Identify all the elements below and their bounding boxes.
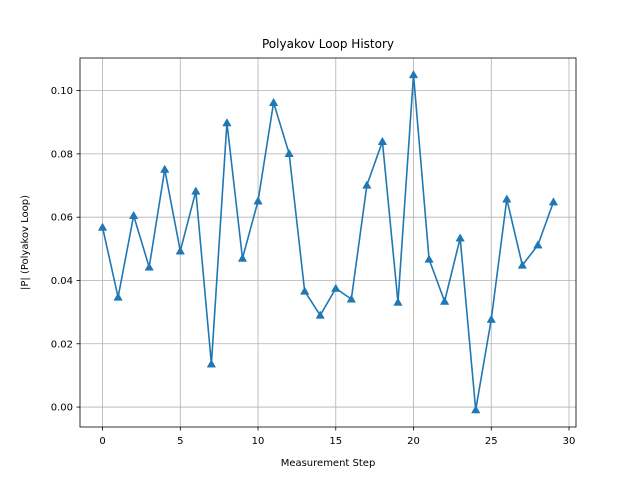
x-tick-label: 0: [99, 436, 105, 447]
series-line: [101, 73, 555, 411]
data-point-marker: [191, 186, 201, 195]
data-point-marker: [331, 283, 341, 292]
data-point-marker: [439, 296, 450, 305]
data-point-marker: [222, 118, 232, 127]
data-point-marker: [517, 260, 527, 269]
data-point-marker: [471, 405, 481, 414]
data-point-marker: [97, 222, 108, 231]
plot-frame: [79, 57, 577, 428]
y-tick-label: 0.00: [51, 403, 73, 414]
data-point-marker: [533, 240, 543, 249]
data-point-marker: [315, 310, 325, 319]
data-point-marker: [113, 292, 123, 301]
axis-ticks: 0 5 10 15 20 25 30 0.00 0.02 0.04 0.06 0.08 0.10: [51, 86, 576, 447]
x-tick-label: 25: [485, 436, 498, 447]
x-tick-label: 30: [563, 436, 576, 447]
data-point-marker: [300, 286, 310, 295]
x-tick-label: 15: [329, 436, 342, 447]
data-point-marker: [502, 194, 512, 203]
y-tick-label: 0.08: [51, 149, 73, 160]
y-tick-label: 0.02: [51, 339, 73, 350]
data-point-marker: [175, 246, 185, 255]
data-point-marker: [377, 136, 388, 145]
data-point-marker: [237, 253, 248, 262]
data-point-marker: [144, 262, 154, 271]
y-axis-label: |P| (Polyakov Loop): [20, 195, 31, 290]
data-point-marker: [393, 297, 403, 306]
data-point-marker: [160, 164, 170, 173]
y-tick-label: 0.06: [51, 213, 73, 224]
data-point-marker: [206, 359, 217, 368]
series-polyakov-loop: [97, 70, 559, 414]
grid: [80, 58, 576, 427]
data-point-marker: [268, 97, 279, 107]
data-point-marker: [486, 314, 496, 323]
data-point-marker: [346, 294, 356, 303]
data-point-marker: [424, 254, 434, 263]
x-tick-label: 20: [407, 436, 420, 447]
y-tick-label: 0.04: [51, 276, 73, 287]
data-point-marker: [129, 210, 139, 219]
x-tick-label: 5: [177, 436, 183, 447]
chart-title: Polyakov Loop History: [262, 37, 394, 51]
data-point-marker: [284, 148, 294, 157]
data-point-marker: [455, 233, 465, 242]
data-point-marker: [253, 196, 263, 205]
y-tick-label: 0.10: [51, 86, 73, 97]
data-point-marker: [548, 197, 559, 206]
data-point-marker: [408, 70, 419, 79]
data-point-marker: [362, 180, 372, 189]
x-tick-label: 10: [252, 436, 265, 447]
x-axis-label: Measurement Step: [281, 458, 376, 469]
